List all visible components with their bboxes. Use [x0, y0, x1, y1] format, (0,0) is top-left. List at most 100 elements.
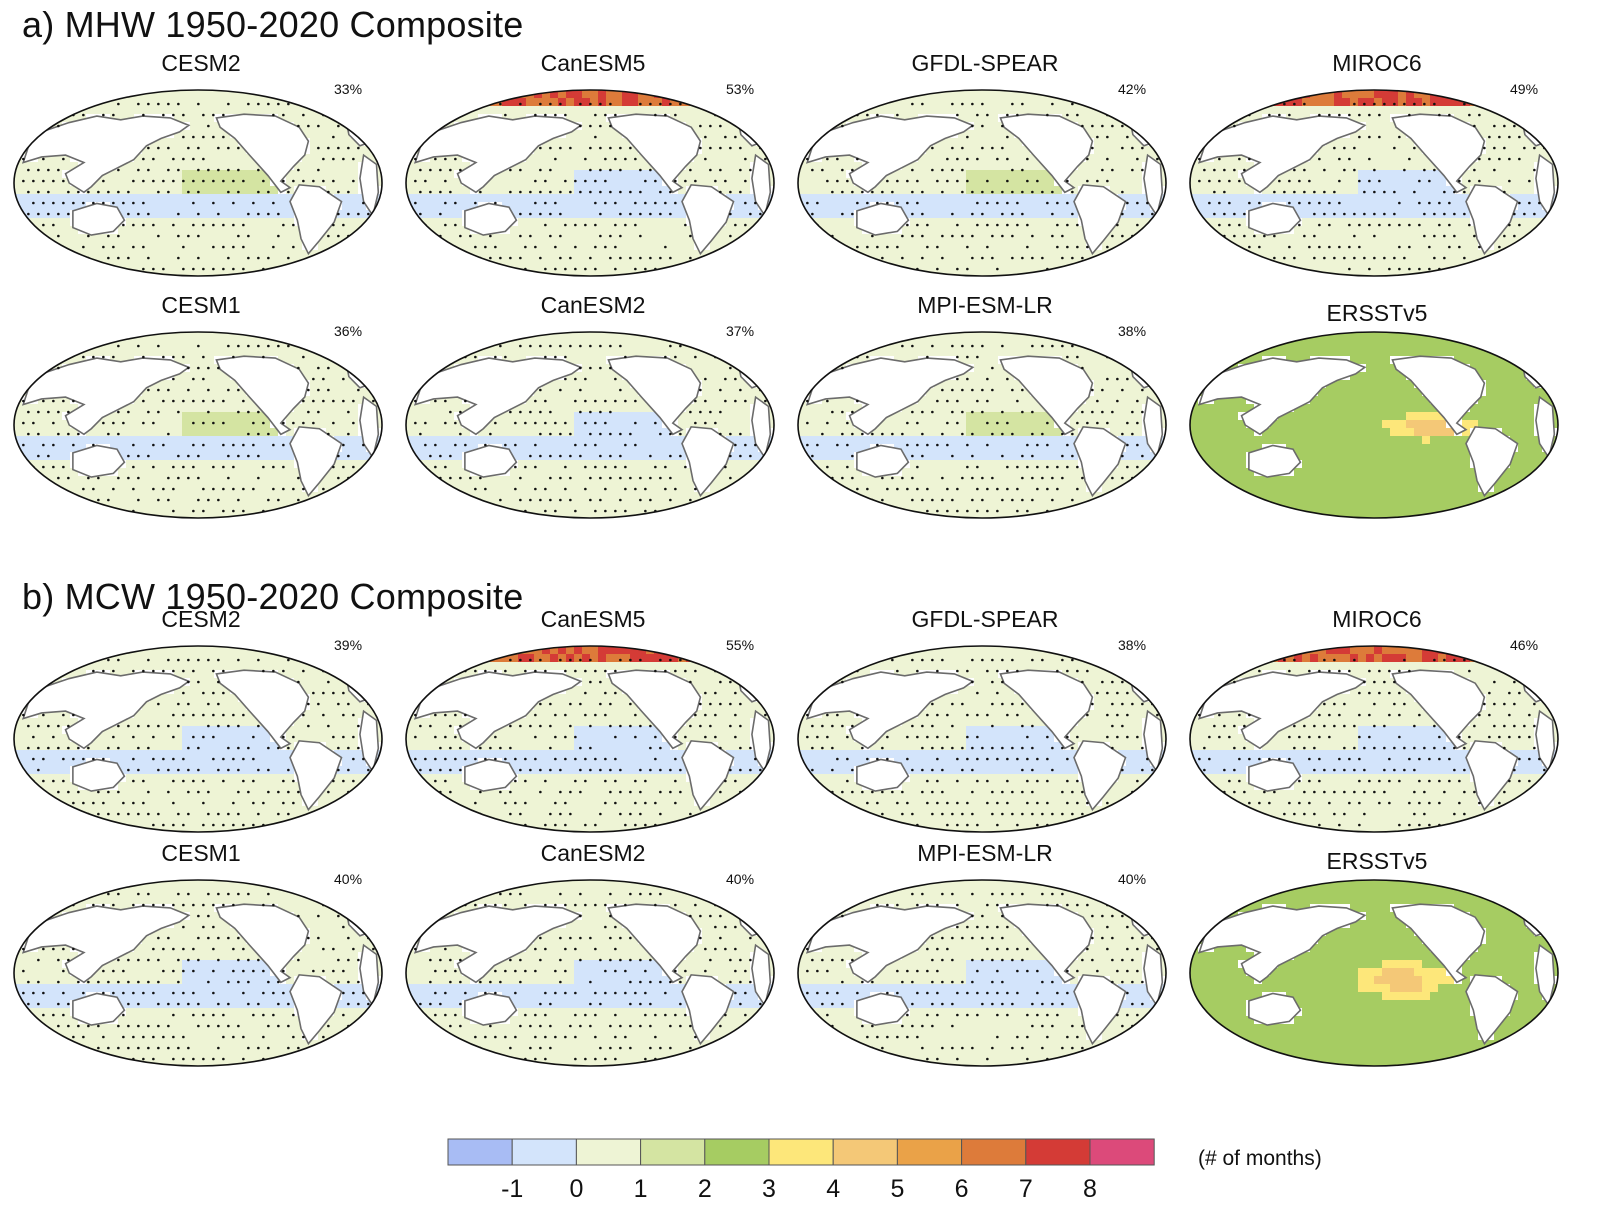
grid-cell — [934, 98, 943, 107]
stipple-dot — [494, 268, 497, 271]
grid-cell — [1022, 234, 1031, 243]
grid-cell — [166, 138, 175, 147]
stipple-dot — [32, 202, 35, 205]
stipple-dot — [172, 114, 175, 117]
grid-cell — [174, 154, 183, 163]
grid-cell — [374, 106, 383, 115]
stipple-dot — [1041, 257, 1044, 260]
grid-cell — [78, 234, 87, 243]
stipple-dot — [322, 158, 325, 161]
stipple-dot — [1111, 103, 1114, 106]
grid-cell — [206, 234, 215, 243]
grid-cell — [918, 242, 927, 251]
grid-cell — [1046, 258, 1055, 267]
grid-cell — [214, 138, 223, 147]
stipple-dot — [192, 136, 195, 139]
grid-cell — [366, 258, 375, 267]
grid-cell — [1126, 106, 1135, 115]
grid-cell — [582, 210, 591, 219]
grid-cell — [950, 98, 959, 107]
grid-cell — [1134, 114, 1143, 123]
grid-cell — [1038, 194, 1047, 203]
grid-cell — [1022, 274, 1031, 278]
grid-cell — [1142, 234, 1151, 243]
stipple-dot — [574, 268, 577, 271]
stipple-dot — [444, 202, 447, 205]
grid-cell — [734, 226, 743, 235]
grid-cell — [1406, 106, 1415, 115]
grid-cell — [342, 106, 351, 115]
stipple-dot — [891, 191, 894, 194]
grid-cell — [1118, 258, 1127, 267]
grid-cell — [94, 266, 103, 275]
stipple-dot — [806, 268, 809, 271]
grid-cell — [278, 242, 287, 251]
grid-cell — [958, 226, 967, 235]
grid-cell — [1134, 250, 1143, 259]
stipple-dot — [37, 169, 40, 172]
grid-cell — [766, 266, 775, 275]
grid-cell — [670, 234, 679, 243]
grid-cell — [230, 106, 239, 115]
grid-cell — [502, 90, 511, 99]
grid-cell — [958, 218, 967, 227]
stipple-dot — [719, 257, 722, 260]
stipple-dot — [202, 114, 205, 117]
grid-cell — [1150, 130, 1159, 139]
grid-cell — [830, 186, 839, 195]
stipple-dot — [624, 158, 627, 161]
grid-cell — [318, 274, 327, 278]
grid-cell — [542, 226, 551, 235]
stipple-dot — [564, 268, 567, 271]
stipple-dot — [1031, 257, 1034, 260]
stipple-dot — [886, 202, 889, 205]
grid-cell — [750, 122, 759, 131]
grid-cell — [350, 202, 359, 211]
stipple-dot — [759, 213, 762, 216]
grid-cell — [86, 90, 95, 99]
stipple-dot — [851, 213, 854, 216]
stipple-dot — [654, 180, 657, 183]
grid-cell — [1102, 178, 1111, 187]
grid-cell — [510, 186, 519, 195]
grid-cell — [638, 186, 647, 195]
stipple-dot — [267, 191, 270, 194]
stipple-dot — [821, 103, 824, 106]
stipple-dot — [172, 158, 175, 161]
stipple-dot — [931, 147, 934, 150]
stipple-dot — [1026, 246, 1029, 249]
grid-cell — [502, 274, 511, 278]
grid-cell — [838, 266, 847, 275]
grid-cell — [654, 194, 663, 203]
stipple-dot — [594, 114, 597, 117]
grid-cell — [878, 266, 887, 275]
grid-cell — [1190, 146, 1199, 155]
stipple-dot — [896, 246, 899, 249]
grid-cell — [718, 98, 727, 107]
grid-cell — [102, 90, 111, 99]
stipple-dot — [634, 268, 637, 271]
grid-cell — [1214, 178, 1223, 187]
grid-cell — [934, 258, 943, 267]
grid-cell — [422, 194, 431, 203]
stipple-dot — [579, 191, 582, 194]
grid-cell — [1302, 210, 1311, 219]
grid-cell — [190, 146, 199, 155]
stipple-dot — [734, 224, 737, 227]
grid-cell — [814, 234, 823, 243]
grid-cell — [1342, 170, 1351, 179]
grid-cell — [582, 202, 591, 211]
stipple-dot — [871, 191, 874, 194]
stipple-dot — [177, 213, 180, 216]
grid-cell — [846, 202, 855, 211]
grid-cell — [1006, 106, 1015, 115]
grid-cell — [950, 146, 959, 155]
grid-cell — [598, 162, 607, 171]
stipple-dot — [1111, 235, 1114, 238]
grid-cell — [1406, 202, 1415, 211]
grid-cell — [1310, 178, 1319, 187]
grid-cell — [982, 154, 991, 163]
grid-cell — [646, 234, 655, 243]
grid-cell — [350, 218, 359, 227]
stipple-dot — [414, 180, 417, 183]
